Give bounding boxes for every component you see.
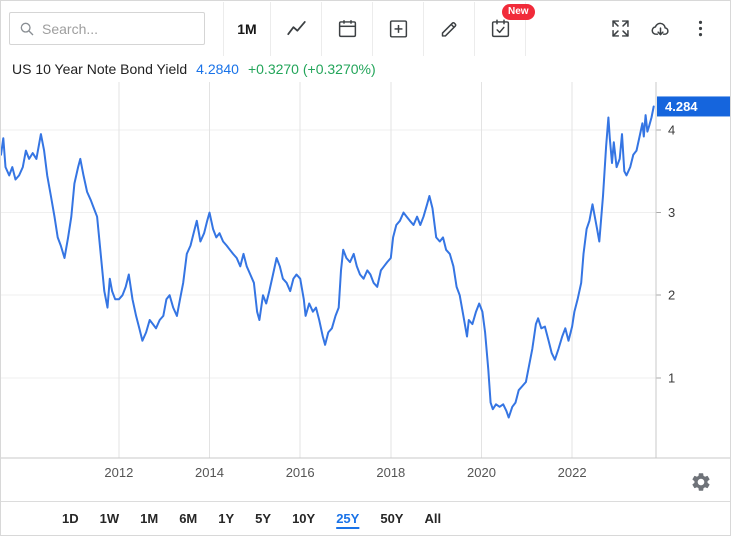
search-icon bbox=[19, 21, 35, 37]
draw-button[interactable] bbox=[424, 1, 474, 56]
x-tick-label: 2012 bbox=[104, 465, 133, 480]
x-tick-label: 2018 bbox=[376, 465, 405, 480]
events-button[interactable]: New bbox=[475, 1, 535, 56]
toolbar-left-group: 1M bbox=[223, 1, 535, 56]
range-button[interactable]: 25Y bbox=[327, 506, 368, 531]
chart-region: 1 2 3 4 2012 2014 2016 2018 2020 2022 4.284 bbox=[1, 82, 730, 501]
toolbar-separator bbox=[474, 1, 475, 56]
toolbar: 1M bbox=[1, 1, 730, 56]
range-button[interactable]: 10Y bbox=[283, 506, 324, 531]
price-chart[interactable]: 1 2 3 4 2012 2014 2016 2018 2020 2022 4.284 bbox=[1, 82, 730, 501]
more-button[interactable] bbox=[680, 1, 720, 56]
kebab-menu-icon bbox=[690, 18, 711, 39]
x-tick-label: 2014 bbox=[195, 465, 224, 480]
last-price: 4.2840 bbox=[196, 61, 239, 77]
calendar-icon bbox=[337, 18, 358, 39]
last-price-tag bbox=[657, 96, 730, 117]
range-button[interactable]: 6M bbox=[170, 506, 206, 531]
search-box[interactable] bbox=[9, 12, 205, 45]
chart-type-button[interactable] bbox=[271, 1, 321, 56]
calendar-check-icon bbox=[490, 18, 511, 39]
gear-icon bbox=[690, 471, 714, 493]
new-badge: New bbox=[502, 4, 535, 20]
line-chart-icon bbox=[286, 18, 307, 39]
toolbar-separator bbox=[525, 1, 526, 56]
chart-header: US 10 Year Note Bond Yield 4.2840 +0.327… bbox=[1, 56, 730, 82]
price-change: +0.3270 (+0.3270%) bbox=[247, 61, 376, 77]
range-button[interactable]: 1D bbox=[53, 506, 88, 531]
settings-button[interactable] bbox=[690, 470, 714, 494]
add-indicator-button[interactable] bbox=[373, 1, 423, 56]
x-tick-label: 2016 bbox=[286, 465, 315, 480]
y-tick-label: 4 bbox=[668, 122, 675, 137]
toolbar-separator bbox=[372, 1, 373, 56]
search-input[interactable] bbox=[42, 20, 195, 37]
fullscreen-button[interactable] bbox=[600, 1, 640, 56]
calendar-button[interactable] bbox=[322, 1, 372, 56]
cloud-download-icon bbox=[650, 18, 671, 39]
y-tick-label: 3 bbox=[668, 205, 675, 220]
range-button[interactable]: 1Y bbox=[209, 506, 243, 531]
range-button[interactable]: 1W bbox=[91, 506, 129, 531]
toolbar-separator bbox=[270, 1, 271, 56]
toolbar-right-group bbox=[600, 1, 720, 56]
download-button[interactable] bbox=[640, 1, 680, 56]
price-line bbox=[1, 105, 655, 419]
interval-button[interactable]: 1M bbox=[224, 1, 270, 56]
y-tick-label: 2 bbox=[668, 288, 675, 303]
instrument-title: US 10 Year Note Bond Yield bbox=[12, 61, 188, 77]
x-tick-label: 2022 bbox=[558, 465, 587, 480]
range-bar: 1D 1W 1M 6M 1Y 5Y 10Y 25Y 50Y All bbox=[1, 501, 730, 535]
range-button[interactable]: 50Y bbox=[371, 506, 412, 531]
x-tick-label: 2020 bbox=[467, 465, 496, 480]
plus-square-icon bbox=[388, 18, 409, 39]
y-tick-label: 1 bbox=[668, 370, 675, 385]
expand-icon bbox=[610, 18, 631, 39]
pencil-icon bbox=[439, 18, 460, 39]
range-button[interactable]: 1M bbox=[131, 506, 167, 531]
toolbar-separator bbox=[223, 1, 224, 56]
range-button[interactable]: All bbox=[415, 506, 450, 531]
toolbar-separator bbox=[321, 1, 322, 56]
toolbar-separator bbox=[423, 1, 424, 56]
last-price-tag-label: 4.284 bbox=[665, 99, 698, 114]
range-button[interactable]: 5Y bbox=[246, 506, 280, 531]
